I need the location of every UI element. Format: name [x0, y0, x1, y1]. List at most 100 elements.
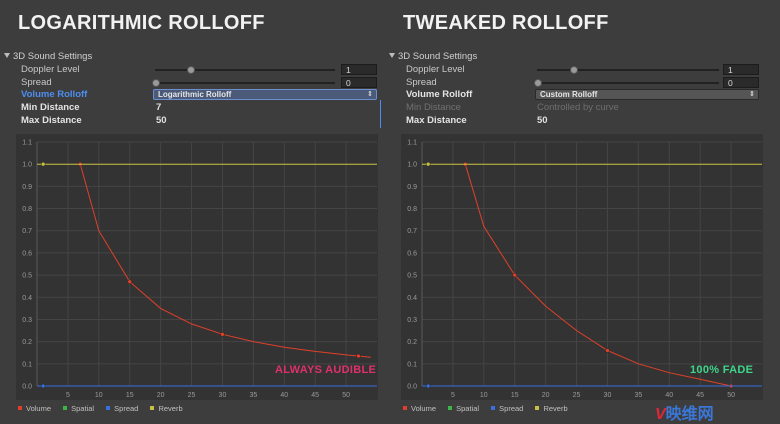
y-tick-label: 0.3: [407, 317, 417, 324]
max-distance-label: Max Distance: [406, 115, 467, 126]
legend-spread[interactable]: Spread: [106, 404, 138, 413]
x-tick-label: 40: [280, 392, 288, 399]
doppler-level-label: Doppler Level: [406, 64, 465, 75]
y-tick-label: 0.9: [407, 184, 417, 191]
spread-field[interactable]: 0: [341, 77, 377, 88]
x-tick-label: 35: [634, 392, 642, 399]
rolloff-graph[interactable]: 0.0 0.1 0.2 0.3 0.4 0.5 0.6 0.7 0.8 0.9 1.0 1.1 5 10 1…: [385, 130, 767, 402]
y-tick-label: 0.3: [22, 317, 32, 324]
spatial-swatch: [448, 406, 453, 410]
y-tick-label: 0.0: [407, 384, 417, 391]
series-reverb-point: [40, 161, 46, 167]
series-volume-line: [464, 164, 732, 387]
spread-label: Spread: [406, 77, 437, 88]
series-volume-point: [127, 279, 132, 284]
legend-spatial[interactable]: Spatial: [448, 404, 479, 413]
spatial-swatch: [63, 406, 68, 410]
y-tick-label: 0.4: [407, 295, 417, 302]
volume-rolloff-label: Volume Rolloff: [21, 89, 88, 100]
y-tick-label: 1.1: [22, 140, 32, 147]
y-tick-label: 0.6: [22, 250, 32, 257]
graph-legend: Volume Spatial Spread Reverb: [403, 404, 578, 413]
doppler-level-slider-knob[interactable]: [187, 66, 195, 74]
watermark-accent: V: [655, 406, 666, 423]
x-tick-label: 30: [604, 392, 612, 399]
x-tick-label: 45: [696, 392, 704, 399]
spread-slider-knob[interactable]: [152, 79, 160, 87]
x-tick-label: 25: [573, 392, 581, 399]
series-volume-point: [356, 353, 361, 359]
y-tick-label: 0.5: [407, 273, 417, 280]
x-tick-label: 15: [126, 392, 134, 399]
graph-background: [16, 134, 378, 400]
doppler-level-slider[interactable]: [537, 69, 719, 71]
volume-swatch: [403, 406, 407, 410]
legend-volume[interactable]: Volume: [403, 404, 436, 413]
watermark-text: 映维网: [665, 406, 714, 423]
legend-spread[interactable]: Spread: [491, 404, 523, 413]
selection-marker: [380, 100, 381, 128]
y-tick-label: 0.4: [22, 295, 32, 302]
x-tick-label: 5: [66, 392, 70, 399]
x-tick-label: 25: [188, 392, 196, 399]
spread-field[interactable]: 0: [723, 77, 759, 88]
doppler-level-slider-knob[interactable]: [570, 66, 578, 74]
spread-slider[interactable]: [155, 82, 335, 84]
legend-label: Reverb: [158, 404, 183, 413]
x-tick-label: 5: [451, 392, 455, 399]
legend-reverb[interactable]: Reverb: [535, 404, 568, 413]
max-distance-field[interactable]: 50: [156, 115, 167, 126]
volume-rolloff-value: Logarithmic Rolloff: [158, 90, 232, 99]
spread-swatch: [491, 406, 496, 410]
reverb-swatch: [150, 406, 155, 410]
legend-reverb[interactable]: Reverb: [150, 404, 183, 413]
max-distance-label: Max Distance: [21, 115, 82, 126]
y-tick-label: 0.7: [407, 228, 417, 235]
x-tick-label: 15: [511, 392, 519, 399]
legend-spatial[interactable]: Spatial: [63, 404, 94, 413]
x-tick-label: 20: [157, 392, 165, 399]
y-tick-label: 0.2: [407, 339, 417, 346]
volume-swatch: [18, 406, 22, 410]
y-tick-label: 1.0: [22, 162, 32, 169]
volume-rolloff-dropdown[interactable]: Custom Rolloff ⇕: [535, 89, 759, 100]
foldout-triangle-icon[interactable]: [4, 53, 10, 58]
series-spread-point: [40, 383, 46, 389]
spread-slider[interactable]: [537, 82, 719, 84]
series-spread-point: [425, 383, 431, 389]
doppler-level-slider[interactable]: [155, 69, 335, 71]
x-tick-label: 50: [727, 392, 735, 399]
volume-rolloff-label: Volume Rolloff: [406, 89, 473, 100]
doppler-level-field[interactable]: 1: [341, 64, 377, 75]
doppler-level-label: Doppler Level: [21, 64, 80, 75]
y-tick-label: 0.8: [22, 206, 32, 213]
spread-slider-knob[interactable]: [534, 79, 542, 87]
graph-legend: Volume Spatial Spread Reverb: [18, 404, 193, 413]
foldout-triangle-icon[interactable]: [389, 53, 395, 58]
y-tick-label: 0.9: [22, 184, 32, 191]
panel-logarithmic: LOGARITHMIC ROLLOFF 3D Sound Settings Do…: [0, 0, 382, 424]
section-3d-sound-settings[interactable]: 3D Sound Settings: [4, 51, 92, 62]
series-volume-point: [605, 348, 610, 353]
caption-always-audible: ALWAYS AUDIBLE: [275, 364, 377, 376]
panel-title: LOGARITHMIC ROLLOFF: [18, 12, 265, 34]
legend-label: Reverb: [543, 404, 568, 413]
doppler-level-field[interactable]: 1: [723, 64, 759, 75]
legend-label: Volume: [411, 404, 437, 413]
rolloff-graph[interactable]: 0.0 0.1 0.2 0.3 0.4 0.5 0.6 0.7 0.8 0.9 1.0 1.1 5 10 1…: [0, 130, 382, 402]
x-tick-label: 35: [249, 392, 257, 399]
x-tick-label: 50: [342, 392, 350, 399]
panel-title: TWEAKED ROLLOFF: [403, 12, 609, 34]
legend-label: Volume: [26, 404, 52, 413]
legend-volume[interactable]: Volume: [18, 404, 51, 413]
min-distance-field[interactable]: 7: [156, 102, 162, 113]
section-label: 3D Sound Settings: [398, 51, 478, 62]
dropdown-arrows-icon: ⇕: [367, 91, 373, 98]
section-3d-sound-settings[interactable]: 3D Sound Settings: [389, 51, 477, 62]
max-distance-field[interactable]: 50: [537, 115, 548, 126]
x-tick-label: 40: [665, 392, 673, 399]
y-tick-label: 0.7: [22, 228, 32, 235]
min-distance-note: Controlled by curve: [537, 102, 619, 113]
volume-rolloff-dropdown[interactable]: Logarithmic Rolloff ⇕: [153, 89, 377, 100]
y-tick-label: 0.8: [407, 206, 417, 213]
